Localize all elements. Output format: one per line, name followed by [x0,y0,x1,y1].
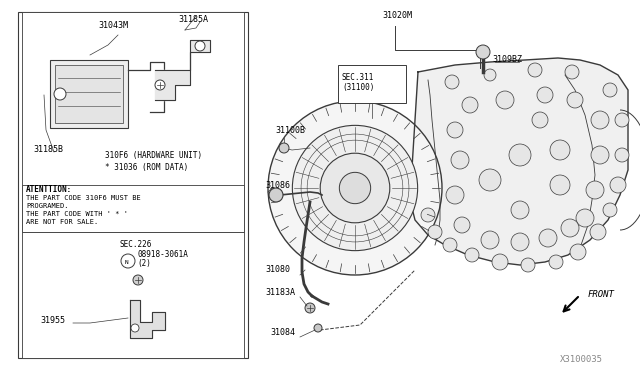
Text: THE PART CODE WITH ' * ': THE PART CODE WITH ' * ' [26,211,128,217]
Bar [22,12,244,232]
Circle shape [465,248,479,262]
Circle shape [443,238,457,252]
Circle shape [133,275,143,285]
Circle shape [521,258,535,272]
Circle shape [339,172,371,203]
Circle shape [121,254,135,268]
Circle shape [591,146,609,164]
Bar [22,232,244,358]
Circle shape [476,45,490,59]
Text: 31043M: 31043M [98,21,128,30]
Text: SEC.311: SEC.311 [342,73,374,82]
Circle shape [615,148,629,162]
Text: 31084: 31084 [270,328,295,337]
Circle shape [131,324,139,332]
Circle shape [532,112,548,128]
Circle shape [269,188,283,202]
Text: 310F6 (HARDWARE UNIT): 310F6 (HARDWARE UNIT) [105,151,202,160]
Circle shape [565,65,579,79]
Text: ARE NOT FOR SALE.: ARE NOT FOR SALE. [26,219,99,225]
Circle shape [268,101,442,275]
Circle shape [576,209,594,227]
Text: X3100035: X3100035 [560,355,603,364]
Text: 31183A: 31183A [265,288,295,297]
Text: N: N [125,260,129,265]
Circle shape [550,175,570,195]
Text: 31185A: 31185A [178,15,208,24]
Text: 31185B: 31185B [33,145,63,154]
Circle shape [537,87,553,103]
Bar [22,185,244,232]
Circle shape [446,186,464,204]
Polygon shape [155,40,210,100]
Text: 31086: 31086 [265,181,290,190]
Polygon shape [130,300,165,338]
Text: (31100): (31100) [342,83,374,92]
Bar [338,65,406,103]
Circle shape [550,140,570,160]
Text: (2): (2) [137,259,151,268]
Circle shape [549,255,563,269]
Circle shape [561,219,579,237]
Circle shape [279,143,289,153]
Text: THE PART CODE 310F6 MUST BE: THE PART CODE 310F6 MUST BE [26,195,141,201]
Polygon shape [410,58,628,265]
Circle shape [496,91,514,109]
Circle shape [54,88,66,100]
Circle shape [603,203,617,217]
Circle shape [509,144,531,166]
Text: 31955: 31955 [40,316,65,325]
Circle shape [447,122,463,138]
Bar [55,65,123,123]
Circle shape [479,169,501,191]
Circle shape [454,217,470,233]
Circle shape [428,225,442,239]
Circle shape [462,97,478,113]
Circle shape [481,231,499,249]
Circle shape [615,113,629,127]
Circle shape [484,69,496,81]
Circle shape [492,254,508,270]
Bar [18,12,248,358]
Circle shape [314,324,322,332]
Circle shape [591,111,609,129]
Circle shape [305,303,315,313]
Circle shape [610,177,626,193]
Circle shape [320,153,390,223]
Text: * 31036 (ROM DATA): * 31036 (ROM DATA) [105,163,188,172]
Circle shape [528,63,542,77]
Circle shape [155,80,165,90]
Text: 31020M: 31020M [382,11,412,20]
Text: 08918-3061A: 08918-3061A [137,250,188,259]
Circle shape [603,83,617,97]
Bar [50,60,128,128]
Text: FRONT: FRONT [588,290,615,299]
Circle shape [567,92,583,108]
Text: 3109BZ: 3109BZ [492,55,522,64]
Circle shape [570,244,586,260]
Circle shape [451,151,469,169]
Circle shape [421,208,435,222]
Text: 31100B: 31100B [275,126,305,135]
Text: SEC.226: SEC.226 [120,240,152,249]
Text: PROGRAMED.: PROGRAMED. [26,203,68,209]
Circle shape [445,75,459,89]
Circle shape [511,201,529,219]
Text: ATENTTION:: ATENTTION: [26,185,72,194]
Circle shape [586,181,604,199]
Circle shape [590,224,606,240]
Circle shape [511,233,529,251]
Circle shape [195,41,205,51]
Text: 31080: 31080 [265,265,290,274]
Circle shape [539,229,557,247]
Circle shape [292,125,418,251]
